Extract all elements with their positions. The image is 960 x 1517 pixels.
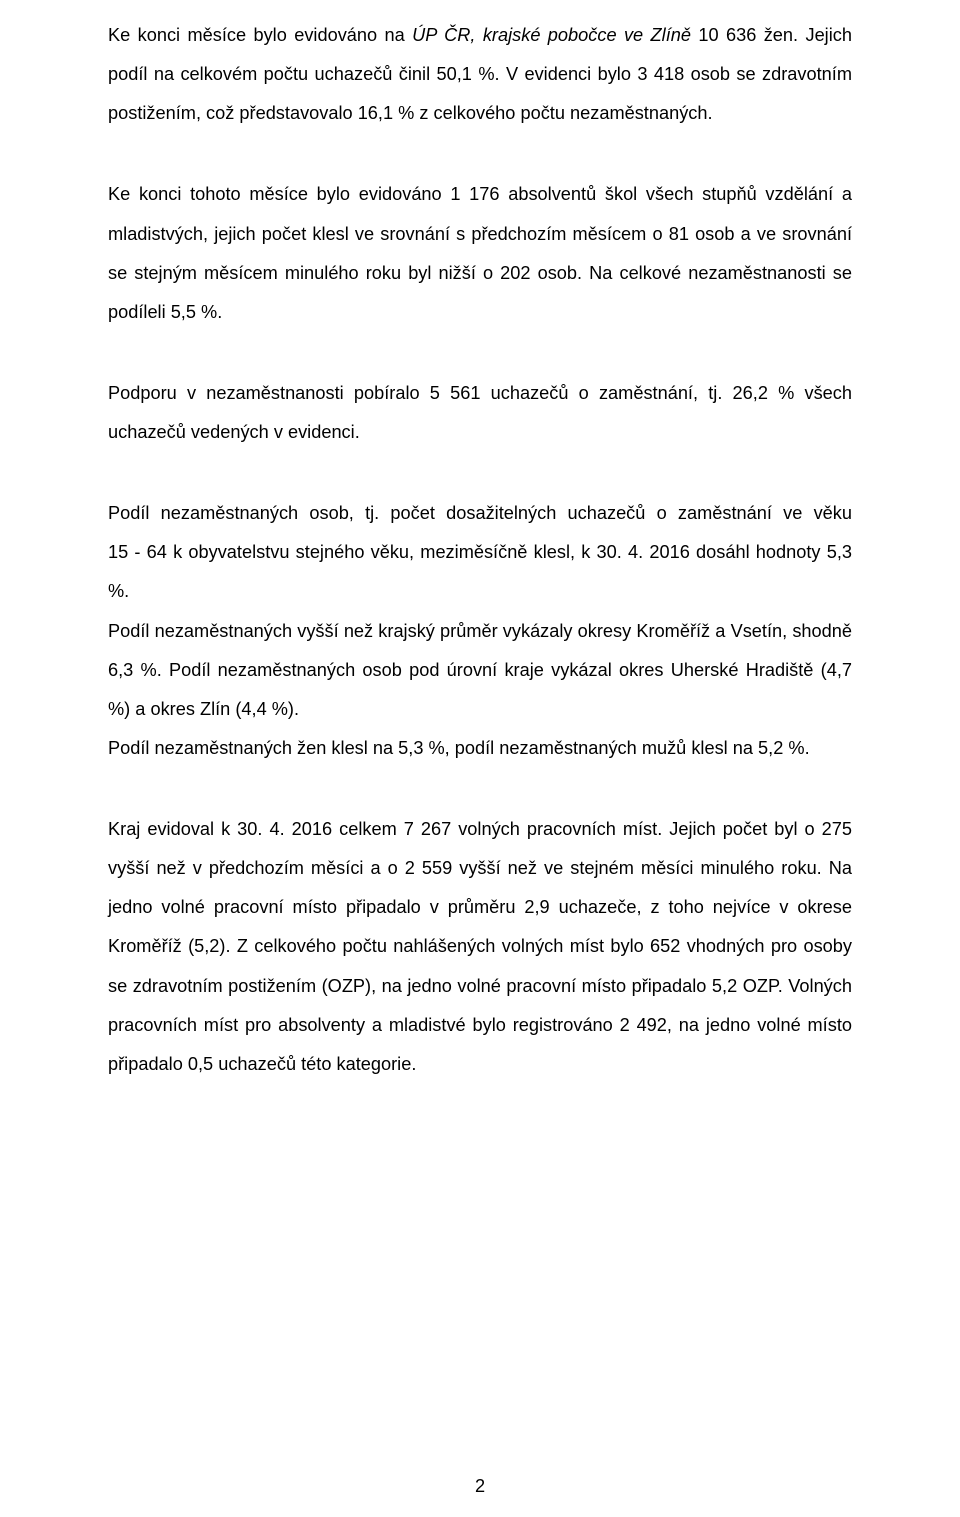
text-run: Ke konci tohoto měsíce bylo evidováno 1 … bbox=[108, 184, 852, 321]
text-run: Ke konci měsíce bylo evidováno na bbox=[108, 25, 412, 45]
paragraph-5: Kraj evidoval k 30. 4. 2016 celkem 7 267… bbox=[108, 810, 852, 1084]
text-run: Podíl nezaměstnaných žen klesl na 5,3 %,… bbox=[108, 738, 810, 758]
text-nowrap: 15 - 64 bbox=[108, 542, 167, 562]
text-run: Podporu v nezaměstnanosti pobíralo 5 561… bbox=[108, 383, 852, 442]
text-italic: ÚP ČR, krajské pobočce ve Zlíně bbox=[412, 25, 691, 45]
paragraph-4: Podíl nezaměstnaných osob, tj. počet dos… bbox=[108, 494, 852, 768]
text-run: Podíl nezaměstnaných osob, tj. počet dos… bbox=[108, 503, 852, 523]
paragraph-3: Podporu v nezaměstnanosti pobíralo 5 561… bbox=[108, 374, 852, 452]
paragraph-2: Ke konci tohoto měsíce bylo evidováno 1 … bbox=[108, 175, 852, 332]
document-page: Ke konci měsíce bylo evidováno na ÚP ČR,… bbox=[0, 0, 960, 1517]
page-number: 2 bbox=[0, 1477, 960, 1495]
paragraph-1: Ke konci měsíce bylo evidováno na ÚP ČR,… bbox=[108, 16, 852, 133]
text-run: k obyvatelstvu stejného věku, meziměsíčn… bbox=[108, 542, 852, 601]
text-run: Kraj evidoval k 30. 4. 2016 celkem 7 267… bbox=[108, 819, 852, 1074]
text-run: Podíl nezaměstnaných vyšší než krajský p… bbox=[108, 621, 852, 719]
